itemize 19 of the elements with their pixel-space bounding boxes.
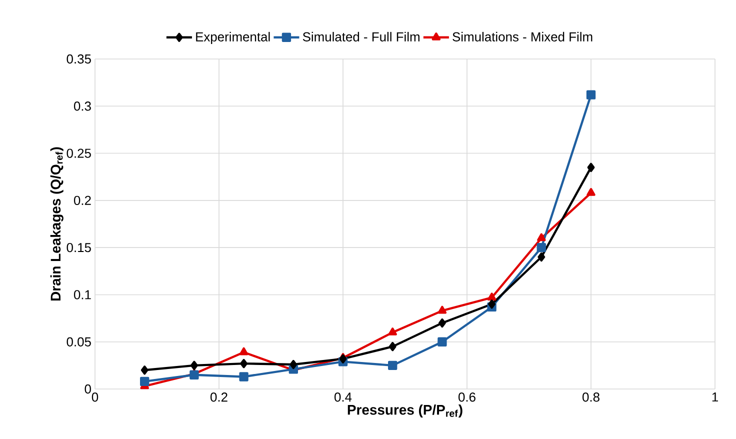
y-tick-label: 0 <box>84 384 91 394</box>
y-tick-label: 0.1 <box>74 290 91 300</box>
x-tick-label: 0.6 <box>458 392 476 402</box>
legend-label: Simulations - Mixed Film <box>452 32 592 42</box>
x-tick-label: 0.8 <box>582 392 600 402</box>
y-tick-label: 0.15 <box>66 242 91 252</box>
y-tick-label: 0.2 <box>74 196 91 206</box>
x-tick-label: 0.2 <box>210 392 228 402</box>
x-axis-title: Pressures (P/P$_{ref}$) <box>348 404 462 418</box>
y-tick-label: 0.35 <box>66 54 91 64</box>
legend-label: Experimental <box>196 32 270 44</box>
legend-label: Simulated - Full Film <box>302 32 420 42</box>
y-axis-title: Drain Leakages (Q/Q$_{ref}$) <box>50 147 64 300</box>
y-tick-label: 0.05 <box>66 337 91 346</box>
y-tick-label: 0.25 <box>66 148 91 158</box>
x-tick-label: 0 <box>92 392 98 402</box>
y-tick-label: 0.3 <box>74 102 91 111</box>
x-tick-label: 0.4 <box>334 392 352 402</box>
x-tick-label: 1 <box>712 392 718 402</box>
